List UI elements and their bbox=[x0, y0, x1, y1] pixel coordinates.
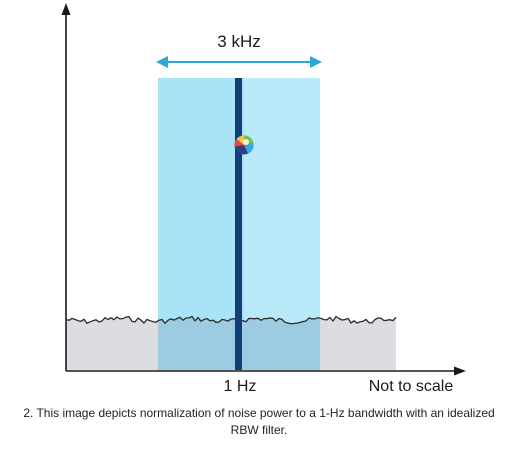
bandwidth-arrow bbox=[156, 56, 322, 68]
axes bbox=[61, 3, 466, 376]
y-axis-arrowhead bbox=[61, 3, 71, 15]
rbw-label: 1 Hz bbox=[223, 378, 257, 395]
scale-note: Not to scale bbox=[368, 378, 454, 395]
figure-caption: 2. This image depicts normalization of n… bbox=[23, 406, 495, 437]
noise-trace bbox=[65, 315, 397, 325]
bandwidth-label: 3 kHz bbox=[217, 32, 261, 51]
x-axis-arrowhead bbox=[454, 366, 466, 376]
colorful-circle-marker-icon bbox=[234, 135, 254, 155]
rbw-filter-line bbox=[235, 78, 242, 370]
